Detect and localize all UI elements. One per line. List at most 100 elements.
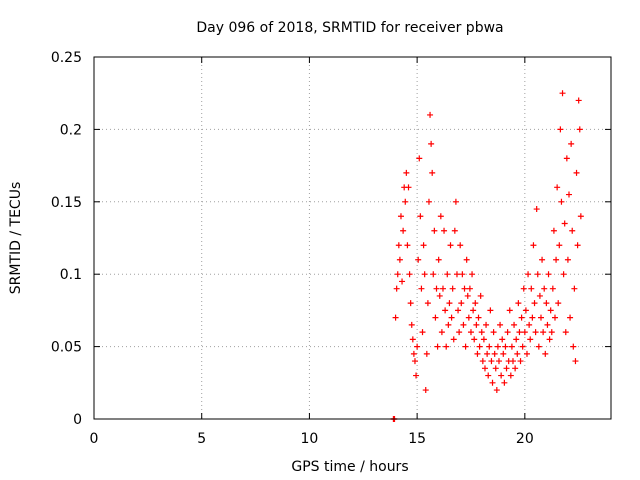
data-point xyxy=(565,191,572,198)
data-point xyxy=(498,372,505,379)
grid-lines xyxy=(94,57,611,419)
data-point xyxy=(448,314,455,321)
data-point xyxy=(409,336,416,343)
data-point xyxy=(456,329,463,336)
data-point xyxy=(540,329,547,336)
data-point xyxy=(402,198,409,205)
data-point xyxy=(503,365,510,372)
data-point xyxy=(408,321,415,328)
data-point xyxy=(476,343,483,350)
data-point xyxy=(449,285,456,292)
data-point xyxy=(569,227,576,234)
data-point xyxy=(403,169,410,176)
data-point xyxy=(469,271,476,278)
data-point xyxy=(529,314,536,321)
data-point xyxy=(405,184,412,191)
data-point xyxy=(415,256,422,263)
data-point xyxy=(553,256,560,263)
data-point xyxy=(483,321,490,328)
data-point xyxy=(535,343,542,350)
data-point xyxy=(471,336,478,343)
data-point xyxy=(558,198,565,205)
data-point xyxy=(522,307,529,314)
data-point xyxy=(407,300,414,307)
data-point xyxy=(411,358,418,365)
data-point xyxy=(576,126,583,133)
data-point xyxy=(512,365,519,372)
tick-labels: 0 5 10 15 20 0 0.05 0.1 0.15 0.2 0.25 xyxy=(51,50,534,447)
data-point xyxy=(486,343,493,350)
data-point xyxy=(577,213,584,220)
data-point xyxy=(500,350,507,357)
data-point xyxy=(410,350,417,357)
data-point xyxy=(451,227,458,234)
data-point xyxy=(465,314,472,321)
data-point xyxy=(446,300,453,307)
data-point xyxy=(422,387,429,394)
data-point xyxy=(452,198,459,205)
data-point xyxy=(474,350,481,357)
data-point xyxy=(479,358,486,365)
data-point xyxy=(544,321,551,328)
data-point xyxy=(575,97,582,104)
data-point xyxy=(438,329,445,336)
data-point xyxy=(437,213,444,220)
data-point xyxy=(461,285,468,292)
data-point xyxy=(396,256,403,263)
data-point xyxy=(425,198,432,205)
data-point xyxy=(563,155,570,162)
data-point xyxy=(493,387,500,394)
data-point xyxy=(485,372,492,379)
data-point xyxy=(472,300,479,307)
y-tick-label: 0.1 xyxy=(60,267,82,283)
data-point xyxy=(541,285,548,292)
data-point xyxy=(570,343,577,350)
data-point xyxy=(508,343,515,350)
data-point xyxy=(397,213,404,220)
data-point xyxy=(573,169,580,176)
data-point xyxy=(562,329,569,336)
data-point xyxy=(424,300,431,307)
data-point xyxy=(560,271,567,278)
x-tick-label: 0 xyxy=(90,431,99,447)
data-point xyxy=(554,184,561,191)
data-point xyxy=(434,343,441,350)
data-point xyxy=(531,300,538,307)
data-point xyxy=(489,379,496,386)
data-point xyxy=(431,227,438,234)
data-point xyxy=(511,321,518,328)
data-point xyxy=(478,329,485,336)
data-point xyxy=(513,336,520,343)
data-point xyxy=(442,307,449,314)
data-point xyxy=(497,321,504,328)
data-point xyxy=(556,242,563,249)
data-point xyxy=(502,343,509,350)
data-point xyxy=(527,336,534,343)
data-point xyxy=(521,329,528,336)
data-point xyxy=(499,336,506,343)
data-point xyxy=(421,271,428,278)
data-point xyxy=(574,242,581,249)
data-point xyxy=(466,285,473,292)
x-tick-label: 10 xyxy=(301,431,319,447)
data-point xyxy=(432,314,439,321)
x-tick-label: 5 xyxy=(197,431,206,447)
data-point xyxy=(394,271,401,278)
y-tick-label: 0.25 xyxy=(51,50,82,66)
data-point xyxy=(444,271,451,278)
data-point xyxy=(546,336,553,343)
data-point xyxy=(504,329,511,336)
x-tick-label: 15 xyxy=(408,431,426,447)
data-point xyxy=(470,307,477,314)
data-point xyxy=(548,329,555,336)
data-point xyxy=(464,292,471,299)
data-point xyxy=(430,271,437,278)
data-point xyxy=(463,256,470,263)
data-point xyxy=(460,321,467,328)
data-point xyxy=(481,365,488,372)
data-point xyxy=(414,343,421,350)
data-point xyxy=(542,350,549,357)
data-point xyxy=(517,358,524,365)
data-point xyxy=(549,285,556,292)
plot-frame xyxy=(93,56,612,420)
